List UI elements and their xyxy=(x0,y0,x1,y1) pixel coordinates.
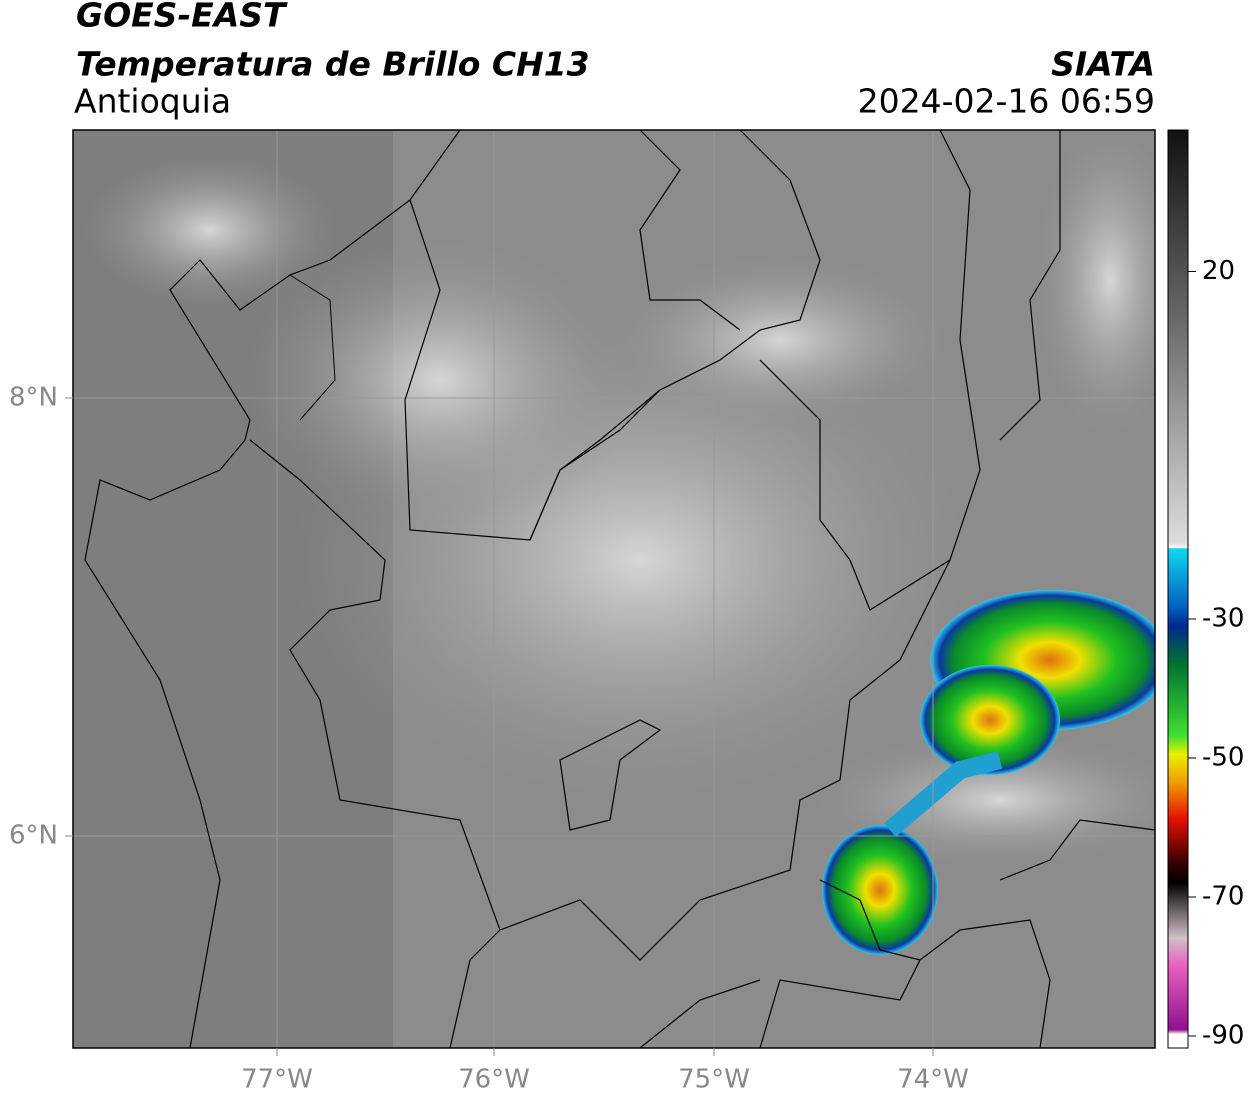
lat-tick-label: 6°N xyxy=(9,821,58,851)
colorbar-tick-label: -90 xyxy=(1202,1021,1244,1051)
colorbar-tick-label: 20 xyxy=(1202,256,1235,286)
region: Antioquia xyxy=(74,82,231,121)
lat-tick-label: 8°N xyxy=(9,383,58,413)
source: SIATA xyxy=(1051,45,1155,84)
title: GOES-EAST xyxy=(76,0,288,35)
lon-tick-label: 74°W xyxy=(897,1065,969,1095)
datetime: 2024-02-16 06:59 xyxy=(858,82,1155,121)
map-frame xyxy=(72,129,1156,1049)
satellite-image xyxy=(73,130,1155,1048)
colorbar xyxy=(1167,129,1189,1049)
lon-tick-label: 77°W xyxy=(241,1065,313,1095)
subtitle: Temperatura de Brillo CH13 xyxy=(76,45,590,84)
colorbar-tick-label: -70 xyxy=(1202,882,1244,912)
lon-tick-label: 76°W xyxy=(458,1065,530,1095)
lon-tick-label: 75°W xyxy=(678,1065,750,1095)
colorbar-tick-label: -30 xyxy=(1202,604,1244,634)
colorbar-tick-label: -50 xyxy=(1202,743,1244,773)
